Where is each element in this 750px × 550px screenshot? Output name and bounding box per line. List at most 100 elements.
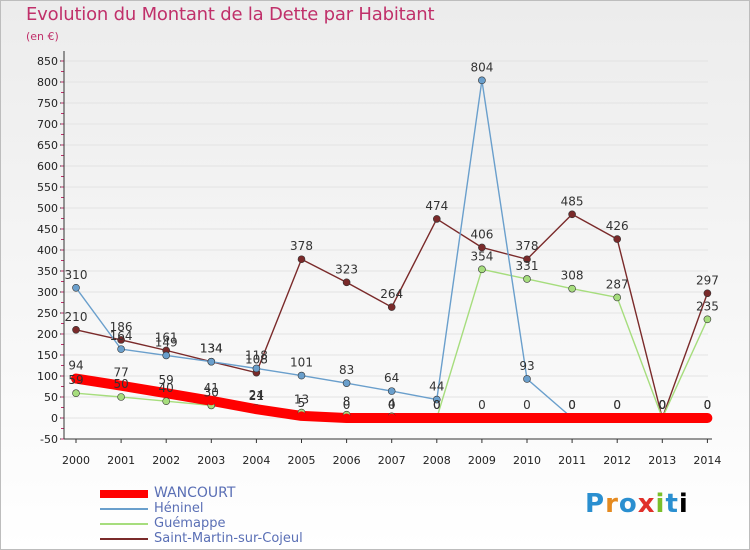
data-label: 426 [606,219,629,233]
data-label: 59 [159,373,174,387]
legend-label: WANCOURT [154,485,236,501]
data-label: 101 [290,356,313,370]
data-label: 485 [561,194,584,208]
data-point [297,411,306,421]
data-point [72,325,80,334]
data-point [523,375,531,383]
data-point [297,255,306,264]
data-label: 0 [523,398,531,412]
data-point [703,289,712,298]
y-tick-label: 250 [37,307,58,320]
data-label: 40 [159,381,174,395]
data-label: 804 [470,60,493,74]
data-point [657,413,667,423]
logo-letter: i [678,489,689,519]
data-point [432,395,441,404]
data-label: 323 [335,262,358,276]
data-label: 186 [110,320,133,334]
data-label: 21 [249,389,264,403]
data-label: 0 [658,398,666,412]
data-point [432,215,441,223]
data-point [568,284,576,293]
data-label: 0 [658,398,666,412]
data-point [117,393,125,401]
logo-letter: i [655,489,666,519]
data-point [252,364,261,373]
data-label: 149 [155,335,178,349]
y-tick-label: 500 [37,202,58,215]
data-point [116,381,126,391]
data-point [387,303,396,311]
data-label: 0 [658,398,666,412]
data-point [342,278,351,287]
data-point [523,275,531,283]
data-label: 0 [388,398,396,412]
data-label: 0 [343,398,351,412]
data-label: 0 [613,398,621,412]
data-point [297,371,306,380]
data-point [342,413,352,423]
x-tick-label: 2007 [378,454,406,467]
y-tick-label: 800 [37,76,58,89]
data-point [702,413,712,423]
data-label: 378 [516,239,539,253]
data-point [478,76,486,85]
data-label: 354 [470,249,493,263]
data-label: 64 [384,371,399,385]
x-tick-label: 2014 [693,454,721,467]
data-point [477,413,487,423]
data-label: 108 [245,353,268,367]
proxiti-logo: Proxiti [585,489,689,519]
data-label: 0 [704,398,712,412]
data-point [161,388,171,398]
data-label: 77 [113,366,128,380]
data-label: 161 [155,330,178,344]
data-label: 210 [65,310,88,324]
data-label: 4 [388,396,396,410]
data-label: 134 [200,342,223,356]
data-point [703,315,712,324]
data-label: 310 [65,268,88,282]
data-point [612,413,622,423]
y-tick-label: 400 [37,244,58,257]
data-point [567,413,577,423]
y-tick-label: 650 [37,139,58,152]
data-point [387,413,397,423]
data-point [342,379,351,387]
y-tick-label: 600 [37,160,58,173]
data-point [522,413,532,423]
legend-swatch [100,490,148,498]
data-point [568,210,576,219]
data-point [613,235,622,243]
data-point [117,345,125,353]
data-point [162,351,170,360]
data-point [207,357,216,366]
data-label: 474 [425,199,448,213]
x-tick-label: 2004 [242,454,270,467]
data-label: 83 [339,363,354,377]
data-label: 134 [200,342,223,356]
data-point [71,374,81,384]
data-point [251,404,261,414]
legend-swatch [100,538,148,540]
y-tick-label: 550 [37,181,58,194]
y-tick-label: 450 [37,223,58,236]
y-tick-label: 0 [51,412,58,425]
data-point [117,336,125,344]
data-label: 13 [294,393,309,407]
x-tick-label: 2002 [152,454,180,467]
data-label: 59 [68,373,83,387]
data-label: 0 [568,398,576,412]
data-label: 0 [568,398,576,412]
data-label: 0 [613,398,621,412]
y-tick-label: -50 [40,433,58,446]
data-label: 0 [704,398,712,412]
x-tick-label: 2012 [603,454,631,467]
x-tick-label: 2001 [107,454,135,467]
data-point [523,255,531,264]
data-label: 308 [561,269,584,283]
data-label: 50 [113,377,128,391]
data-point [72,389,80,398]
data-point [387,387,396,395]
